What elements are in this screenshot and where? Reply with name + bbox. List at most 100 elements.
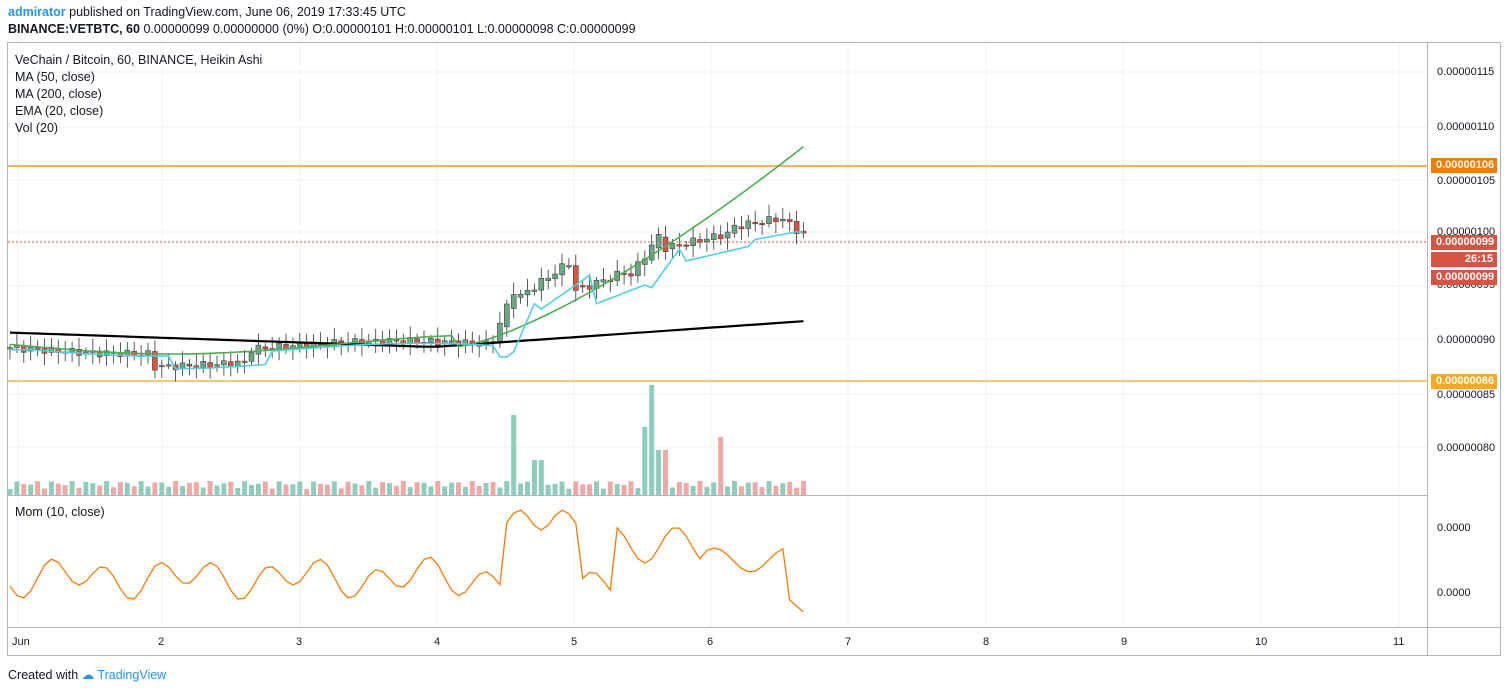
candle-body (248, 352, 255, 362)
chart-header: admirator published on TradingView.com, … (8, 4, 636, 38)
volume-bar (242, 481, 248, 495)
volume-bar (566, 488, 572, 495)
volume-bar (759, 487, 765, 495)
series-title[interactable]: VeChain / Bitcoin, 60, BINANCE, Heikin A… (15, 53, 263, 67)
volume-bar (393, 485, 399, 495)
volume-bar (345, 481, 351, 495)
volume-bar (497, 487, 503, 495)
volume-bar (428, 486, 434, 495)
volume-bar (304, 488, 310, 495)
time-tick: 3 (296, 636, 303, 648)
volume-bar (14, 481, 20, 495)
volume-bar (635, 488, 641, 495)
candle-body (635, 261, 641, 276)
volume-bar (801, 481, 806, 495)
volume-bar (55, 483, 61, 495)
volume-bar (663, 450, 668, 495)
candle-body (559, 263, 565, 276)
time-tick: 7 (845, 636, 852, 648)
ema20-line (10, 230, 804, 370)
volume-bar (173, 481, 179, 495)
volume-bar (200, 487, 206, 495)
candle-body (676, 244, 683, 247)
candle-body (793, 221, 800, 234)
candle-body (745, 220, 752, 229)
volume-bar (511, 415, 517, 495)
volume-bar (145, 486, 151, 495)
candle-body (510, 294, 517, 309)
candle-body (704, 238, 710, 243)
volume-bar (559, 481, 565, 495)
price-tick: 0.00000115 (1437, 66, 1495, 78)
time-tick: 8 (983, 636, 990, 648)
candle-body (628, 273, 634, 277)
volume-bar (649, 385, 655, 495)
volume-bar (62, 485, 68, 495)
volume-bar (752, 482, 758, 495)
volume-bar (324, 484, 330, 495)
time-tick: 11 (1393, 636, 1405, 648)
volume-bar (414, 482, 420, 495)
volume-bar (186, 482, 192, 495)
candle-body (497, 322, 503, 342)
tradingview-logo-icon[interactable]: ☁ (81, 668, 95, 682)
legend-volume[interactable]: Vol (20) (15, 121, 59, 135)
price-tick: 0.00000090 (1437, 334, 1496, 346)
legend-ma200[interactable]: MA (200, close) (15, 87, 102, 101)
legend-ma50[interactable]: MA (50, close) (15, 70, 95, 84)
volume-bar (152, 482, 158, 495)
footer: Created with ☁ TradingView (8, 667, 166, 682)
legend-momentum[interactable]: Mom (10, close) (15, 505, 105, 519)
time-tick: 2 (158, 636, 165, 648)
volume-bar (269, 488, 275, 495)
volume-bar (718, 437, 724, 495)
countdown-badge: 26:15 (1431, 252, 1497, 267)
candle-body (48, 346, 55, 353)
candle-body (207, 362, 213, 368)
candle-body (759, 223, 765, 226)
volume-bar (352, 483, 358, 495)
volume-bar (587, 484, 593, 495)
volume-bar (780, 483, 786, 495)
candle-body (773, 217, 779, 222)
volume-bar (607, 481, 613, 495)
volume-bar (117, 482, 123, 495)
volume-bar (48, 481, 54, 495)
volume-bar (794, 487, 800, 495)
candle-body (538, 278, 545, 291)
candle-body (214, 364, 220, 367)
volume-bar (538, 460, 544, 495)
author-link[interactable]: admirator (8, 5, 66, 19)
candle-body (103, 350, 110, 357)
volume-bar (421, 482, 427, 495)
candle-body (448, 340, 455, 343)
volume-bar (131, 486, 137, 495)
volume-bar (711, 482, 717, 495)
volume-bar (180, 486, 185, 495)
momentum-line (9, 509, 804, 613)
volume-bar (7, 489, 13, 495)
volume-bar (704, 486, 710, 495)
mom-tick: 0.0000 (1437, 587, 1471, 599)
candle-body (766, 216, 772, 224)
volume-bar (504, 481, 510, 495)
legend-ema20[interactable]: EMA (20, close) (15, 104, 104, 118)
volume-bar (214, 485, 220, 495)
volume-bar (697, 481, 703, 495)
candle-body (669, 243, 676, 250)
volume-bar (456, 482, 461, 495)
candle-body (711, 233, 717, 240)
time-tick: 4 (434, 636, 441, 648)
volume-bar (221, 483, 227, 495)
price-tick: 0.00000110 (1437, 121, 1495, 133)
price-axis-divider (1427, 42, 1428, 656)
pane-divider[interactable] (7, 495, 1427, 496)
candle-body (165, 364, 172, 367)
volume-bar (262, 481, 268, 495)
volume-bar (518, 483, 524, 495)
volume-bar (387, 483, 392, 495)
tradingview-link[interactable]: TradingView (97, 668, 167, 682)
volume-bar (207, 481, 213, 495)
price-tick: 0.00000080 (1437, 442, 1496, 454)
